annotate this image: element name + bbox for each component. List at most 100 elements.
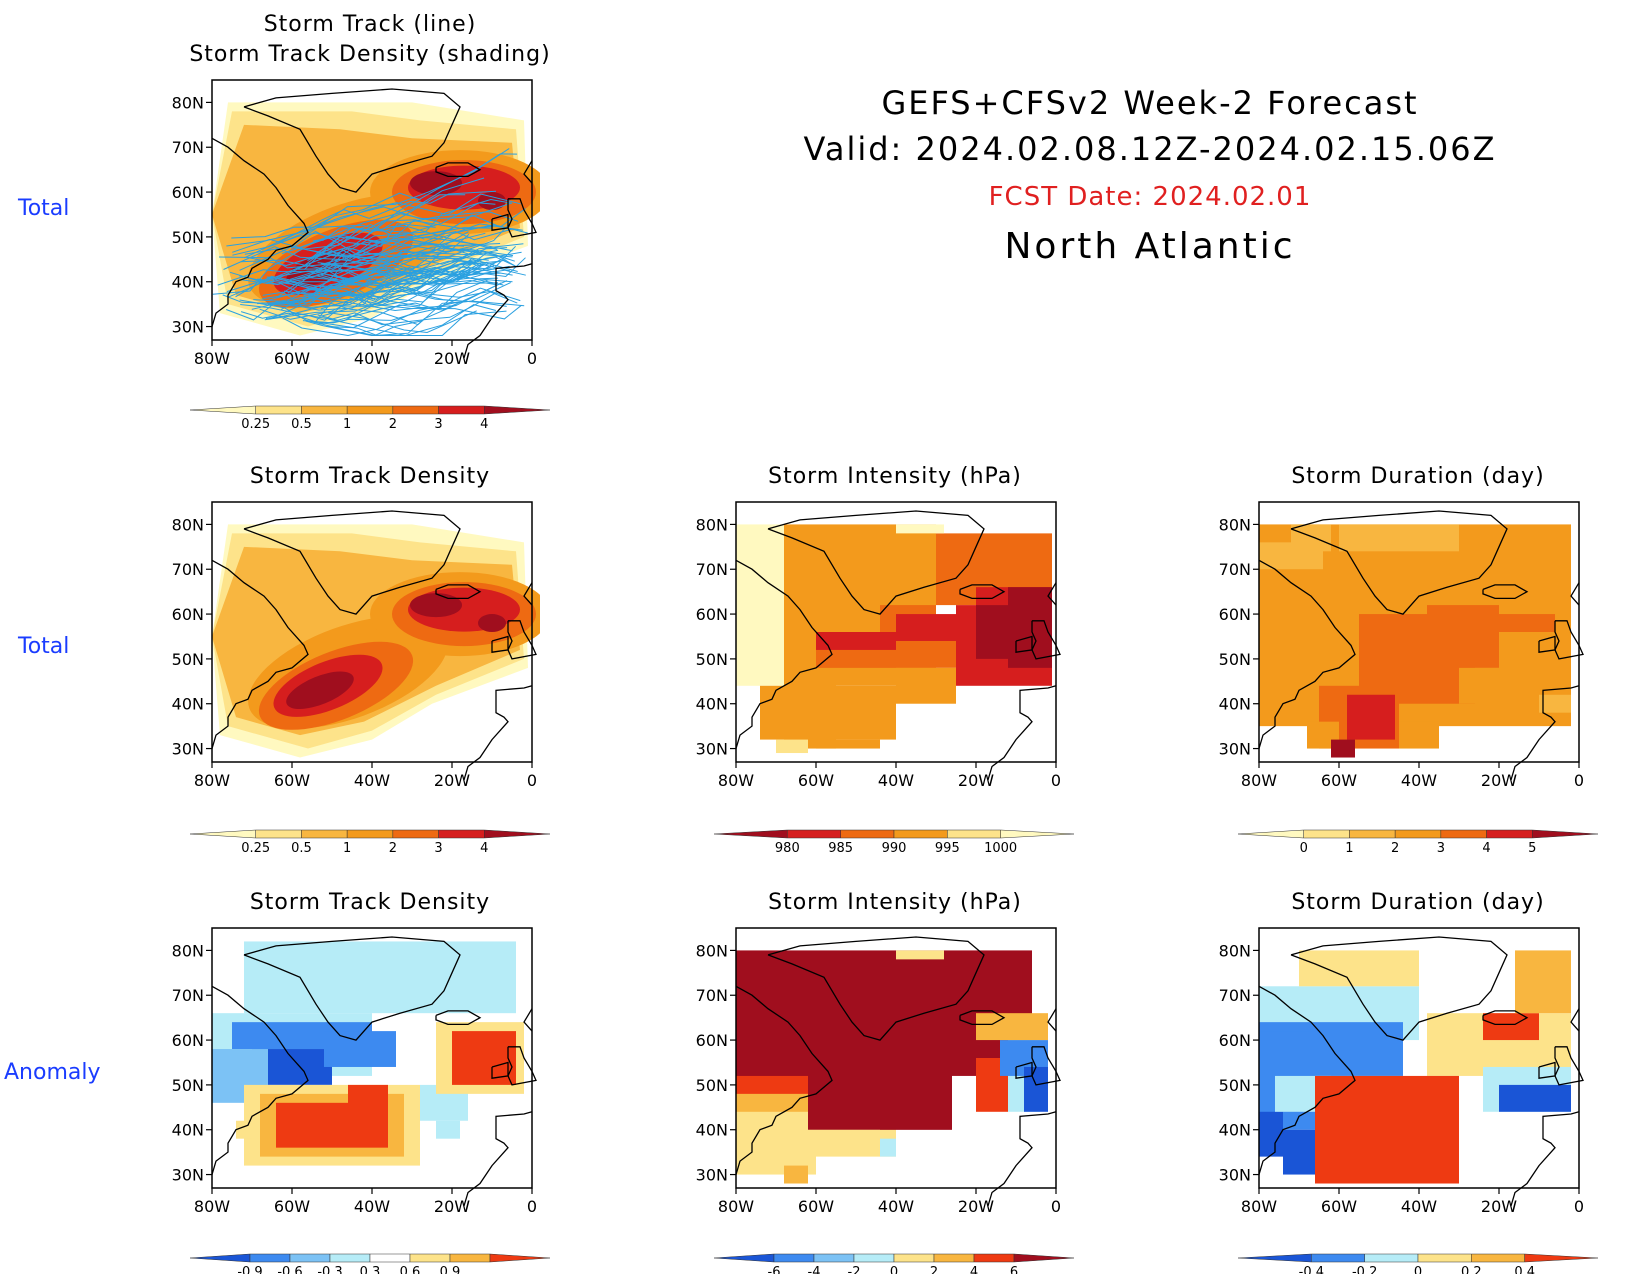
colorbar-density-2-swatch <box>438 829 485 839</box>
lon-tick-label: 80W <box>718 771 754 790</box>
panel-density-total-title: Storm Track Density <box>249 464 491 489</box>
lat-tick-label: 80N <box>696 941 728 960</box>
colorbar-density-anom-label: 0.9 <box>440 1265 461 1274</box>
colorbar-density-1-label: 0.5 <box>291 417 312 432</box>
map-duration-anomaly: 80N 70N 60N 50N 40N 30N 80W 60W 40W 20W 0 <box>1219 927 1584 1216</box>
lat-tick-label: 50N <box>1219 650 1251 669</box>
colorbar-duration-label: 1 <box>1345 841 1353 856</box>
lat-tick-label: 60N <box>172 183 204 202</box>
lat-tick-label: 80N <box>696 515 728 534</box>
colorbar-density-1-swatch <box>392 405 439 415</box>
panel-intensity-anom-title: Storm Intensity (hPa) <box>768 890 1022 915</box>
lon-tick-label: 0 <box>527 1197 537 1216</box>
lat-tick-label: 60N <box>1219 605 1251 624</box>
lon-tick-label: 0 <box>1051 771 1061 790</box>
colorbar-duration-anom-swatch <box>1524 1253 1599 1263</box>
colorbar-duration-swatch <box>1237 829 1304 839</box>
lat-tick-label: 70N <box>696 560 728 579</box>
colorbar-intensity-swatch <box>713 829 788 839</box>
map-storm-track-total: 80N 70N 60N 50N 40N 30N 80W 60W 40W 20W 0 <box>172 79 540 368</box>
lon-tick-label: 0 <box>1051 1197 1061 1216</box>
colorbar-density-1-swatch <box>438 405 485 415</box>
map-duration-total: 80N 70N 60N 50N 40N 30N 80W 60W 40W 20W 0 <box>1219 501 1584 790</box>
colorbar-density-1-swatch <box>189 405 256 415</box>
colorbar-intensity-label: 1000 <box>984 841 1017 856</box>
lon-tick-label: 40W <box>354 1197 390 1216</box>
colorbar-intensity-anom-swatch <box>973 1253 1015 1263</box>
colorbar-density-2-swatch <box>346 829 394 839</box>
colorbar-duration-anom-swatch <box>1471 1253 1525 1263</box>
colorbar-density-2-label: 3 <box>434 841 442 856</box>
colorbar-density-anom-swatch <box>189 1253 251 1263</box>
colorbar-duration: 0 1 2 3 4 5 <box>1237 829 1599 856</box>
forecast-date: FCST Date: 2024.02.01 <box>988 182 1312 212</box>
colorbar-density-2-label: 2 <box>389 841 397 856</box>
colorbar-density-1-label: 4 <box>480 417 488 432</box>
colorbar-density-anom-label: 0.6 <box>400 1265 421 1274</box>
lat-tick-label: 70N <box>172 560 204 579</box>
colorbar-density-1-label: 3 <box>434 417 442 432</box>
undefined <box>478 614 506 633</box>
lat-tick-label: 40N <box>172 273 204 292</box>
lat-tick-label: 40N <box>1219 695 1251 714</box>
colorbar-duration-anom-label: -0.4 <box>1299 1265 1324 1274</box>
colorbar-density-2-swatch <box>484 829 551 839</box>
lon-tick-label: 80W <box>718 1197 754 1216</box>
lon-tick-label: 80W <box>1241 771 1277 790</box>
lat-tick-label: 30N <box>1219 740 1251 759</box>
lat-tick-label: 30N <box>1219 1166 1251 1185</box>
lon-tick-label: 40W <box>354 771 390 790</box>
colorbar-duration-swatch <box>1532 829 1599 839</box>
lon-tick-label: 20W <box>1481 771 1517 790</box>
map-density-total: 80N 70N 60N 50N 40N 30N 80W 60W 40W 20W 0 <box>172 501 540 790</box>
colorbar-duration-label: 4 <box>1482 841 1490 856</box>
lat-tick-label: 70N <box>1219 560 1251 579</box>
lon-tick-label: 0 <box>527 349 537 368</box>
colorbar-intensity-swatch <box>947 829 1001 839</box>
map7-shading <box>1259 950 1571 1184</box>
lon-tick-label: 60W <box>798 771 834 790</box>
colorbar-intensity-anom-label: -6 <box>768 1265 781 1274</box>
map-density-anomaly: 80N 70N 60N 50N 40N 30N 80W 60W 40W 20W 0 <box>172 927 537 1216</box>
map3-shading <box>736 524 1052 754</box>
lat-tick-label: 80N <box>1219 941 1251 960</box>
colorbar-intensity-anom-swatch <box>853 1253 895 1263</box>
colorbar-duration-anom-swatch <box>1364 1253 1419 1263</box>
panel-intensity-total-title: Storm Intensity (hPa) <box>768 464 1022 489</box>
lat-tick-label: 60N <box>696 1031 728 1050</box>
lon-tick-label: 80W <box>194 771 230 790</box>
lon-tick-label: 0 <box>527 771 537 790</box>
storm-track-shading-title: Storm Track Density (shading) <box>189 42 551 67</box>
colorbar-density-1-swatch <box>301 405 348 415</box>
lon-tick-label: 60W <box>274 1197 310 1216</box>
colorbar-intensity-swatch <box>787 829 841 839</box>
forecast-header: GEFS+CFSv2 Week-2 Forecast Valid: 2024.0… <box>700 80 1600 267</box>
lon-tick-label: 60W <box>274 771 310 790</box>
lat-tick-label: 40N <box>696 695 728 714</box>
lat-tick-label: 30N <box>172 740 204 759</box>
lon-tick-label: 20W <box>434 771 470 790</box>
colorbar-density-anom-label: -0.3 <box>317 1265 342 1274</box>
lat-tick-label: 30N <box>696 740 728 759</box>
undefined <box>410 593 462 618</box>
colorbar-density-2-label: 0.5 <box>291 841 312 856</box>
colorbar-duration-anom-label: 0.4 <box>1514 1265 1535 1274</box>
lat-tick-label: 60N <box>1219 1031 1251 1050</box>
colorbar-density-1-swatch <box>346 405 394 415</box>
panel-density-anom-title: Storm Track Density <box>249 890 491 915</box>
lat-tick-label: 50N <box>172 650 204 669</box>
undefined <box>410 171 462 196</box>
colorbar-intensity-anom-swatch <box>773 1253 815 1263</box>
lat-tick-label: 40N <box>172 1121 204 1140</box>
colorbar-intensity-label: 980 <box>775 841 800 856</box>
colorbar-intensity-anom-label: -4 <box>808 1265 821 1274</box>
colorbar-intensity-anom-label: 4 <box>970 1265 978 1274</box>
lat-tick-label: 40N <box>696 1121 728 1140</box>
colorbar-density-anom-swatch <box>249 1253 291 1263</box>
colorbar-duration-label: 5 <box>1528 841 1536 856</box>
colorbar-density-2-label: 0.25 <box>241 841 270 856</box>
colorbar-intensity-label: 985 <box>828 841 853 856</box>
colorbar-density-anom-swatch <box>369 1253 411 1263</box>
lon-tick-label: 20W <box>958 771 994 790</box>
colorbar-intensity-anom-label: -2 <box>848 1265 861 1274</box>
